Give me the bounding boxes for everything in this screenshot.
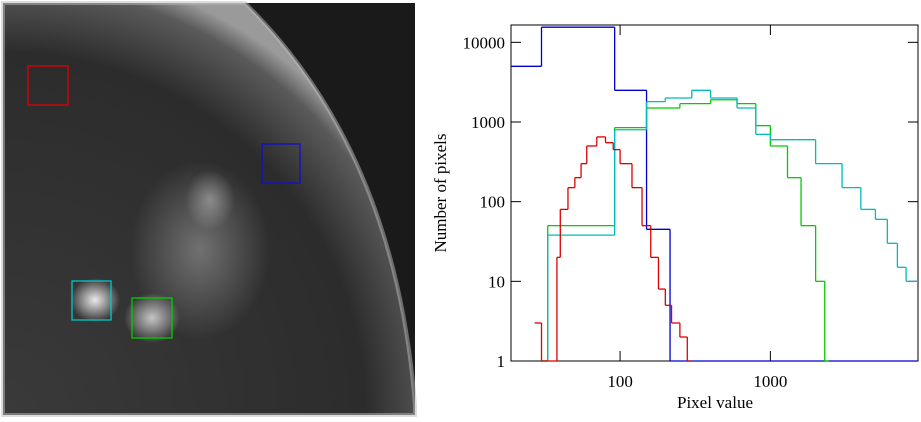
x-axis-label: Pixel value	[677, 393, 753, 412]
y-axis-label: Number of pixels	[431, 134, 450, 253]
plot-frame	[510, 24, 919, 362]
y-tick-label: 100	[480, 193, 506, 212]
y-tick-label: 10000	[463, 33, 506, 52]
y-tick-label: 1	[497, 352, 506, 371]
y-tick-label: 10	[488, 272, 505, 291]
y-tick-label: 1000	[471, 113, 505, 132]
solar-image	[1, 1, 417, 417]
x-tick-label: 100	[607, 372, 633, 391]
x-tick-label: 1000	[753, 372, 787, 391]
